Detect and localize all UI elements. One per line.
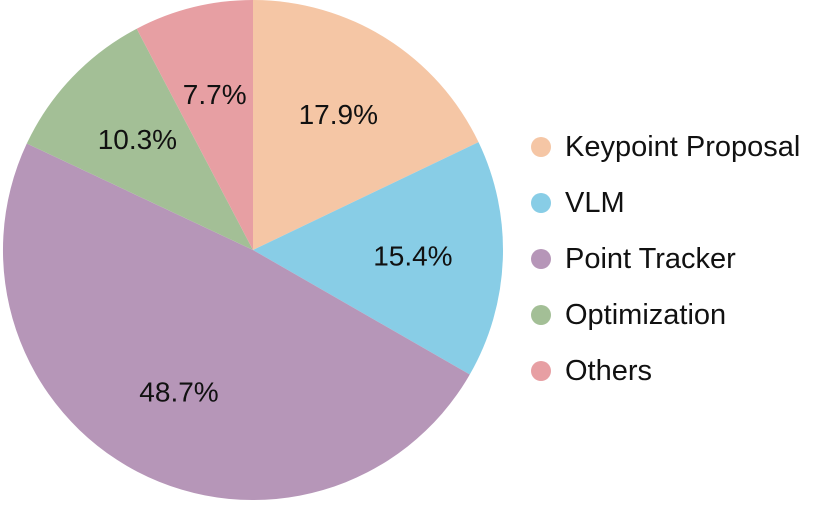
legend-marker-keypoint-proposal: [531, 137, 551, 157]
pie-slice-point-tracker: [2, 143, 470, 501]
pie-slices: [2, 0, 503, 501]
legend-label-optimization: Optimization: [565, 299, 726, 331]
pie-slice-others: [136, 0, 253, 250]
legend: Keypoint Proposal VLM Point Tracker Optimiz…: [531, 131, 800, 387]
legend-label-keypoint-proposal: Keypoint Proposal: [565, 131, 800, 163]
legend-label-others: Others: [565, 355, 652, 387]
pie-slice-optimization: [26, 28, 253, 250]
pie-slice-vlm: [253, 142, 503, 375]
legend-item-keypoint-proposal: Keypoint Proposal: [531, 131, 800, 163]
legend-marker-vlm: [531, 193, 551, 213]
legend-item-optimization: Optimization: [531, 299, 726, 331]
pie-value-label-vlm: 15.4%: [373, 241, 452, 272]
legend-marker-point-tracker: [531, 249, 551, 269]
legend-label-vlm: VLM: [565, 187, 625, 219]
pie-value-label-point-tracker: 48.7%: [139, 376, 218, 407]
legend-marker-others: [531, 361, 551, 381]
legend-item-vlm: VLM: [531, 187, 625, 219]
legend-item-point-tracker: Point Tracker: [531, 243, 736, 275]
pie-value-label-keypoint-proposal: 17.9%: [299, 99, 378, 130]
pie-value-label-others: 7.7%: [183, 79, 247, 110]
legend-item-others: Others: [531, 355, 652, 387]
pie-slice-keypoint-proposal: [253, 0, 479, 250]
pie-value-label-optimization: 10.3%: [98, 124, 177, 155]
legend-label-point-tracker: Point Tracker: [565, 243, 736, 275]
legend-marker-optimization: [531, 305, 551, 325]
pie-value-labels: 17.9% 15.4% 48.7% 10.3%7.7%: [98, 79, 453, 407]
